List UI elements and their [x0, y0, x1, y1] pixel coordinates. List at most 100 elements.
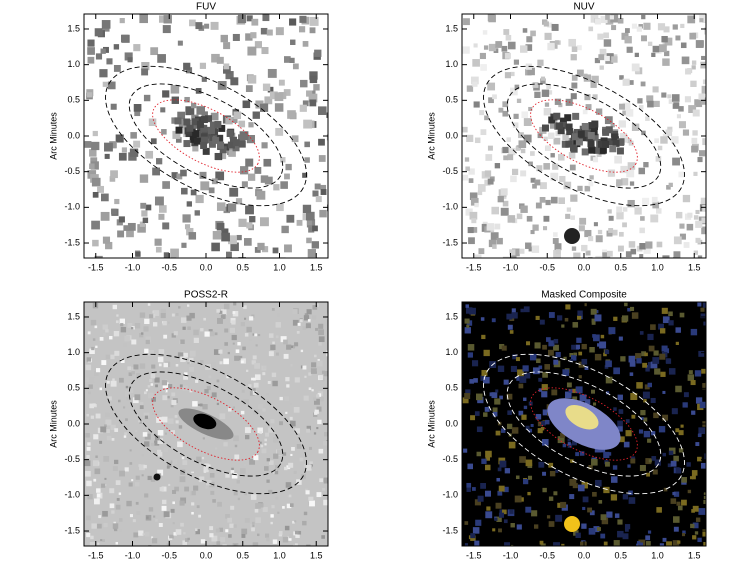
image-pixel [647, 100, 654, 108]
image-pixel [300, 349, 304, 353]
image-pixel [110, 103, 117, 110]
image-pixel [209, 331, 215, 337]
image-pixel [662, 133, 667, 138]
image-pixel [225, 513, 230, 519]
image-pixel [473, 378, 478, 383]
image-pixel [540, 182, 547, 190]
image-pixel [249, 391, 255, 396]
image-pixel [163, 447, 168, 452]
image-pixel [183, 140, 191, 148]
image-pixel [512, 122, 519, 128]
image-pixel [172, 130, 181, 139]
image-pixel [551, 23, 559, 31]
image-pixel [680, 424, 684, 428]
image-pixel [163, 252, 170, 258]
image-pixel [691, 137, 698, 144]
image-pixel [530, 230, 535, 235]
image-pixel [507, 154, 514, 161]
image-pixel [605, 461, 610, 467]
image-pixel [191, 502, 195, 506]
image-pixel [528, 428, 533, 433]
image-pixel [533, 524, 539, 529]
image-pixel [205, 486, 208, 489]
image-pixel [528, 161, 533, 167]
image-pixel [624, 524, 631, 530]
image-pixel [87, 442, 91, 446]
image-pixel [214, 332, 218, 336]
y-tick-label: -1.5 [64, 237, 80, 247]
image-pixel [652, 45, 660, 53]
image-pixel [598, 500, 603, 504]
image-pixel [278, 533, 283, 537]
image-pixel [639, 465, 646, 472]
image-pixel [311, 362, 317, 368]
image-pixel [306, 237, 312, 244]
image-pixel [701, 368, 706, 374]
image-pixel [673, 236, 682, 245]
image-pixel [496, 477, 500, 482]
image-pixel [495, 502, 502, 509]
x-tick-label: -0.5 [161, 262, 177, 272]
y-tick-label: -0.5 [442, 166, 458, 176]
image-pixel [86, 413, 89, 417]
image-pixel [165, 389, 168, 393]
image-pixel [495, 389, 499, 393]
image-pixel [580, 541, 587, 546]
image-pixel [285, 163, 292, 171]
image-pixel [516, 524, 522, 530]
image-pixel [105, 412, 110, 418]
image-pixel [497, 490, 503, 496]
x-tick-label: 1.5 [310, 550, 323, 560]
image-pixel [589, 175, 594, 180]
image-pixel [201, 111, 208, 118]
image-pixel [618, 120, 626, 128]
image-pixel [639, 254, 644, 258]
x-tick-label: -1.0 [503, 550, 519, 560]
image-pixel [627, 162, 636, 170]
image-pixel [554, 98, 562, 105]
image-pixel [237, 342, 241, 346]
image-pixel [232, 144, 240, 152]
image-pixel [539, 540, 544, 545]
image-pixel [246, 15, 253, 22]
image-pixel [163, 15, 172, 24]
image-pixel [466, 482, 472, 488]
x-tick-label: 0.0 [200, 262, 213, 272]
image-pixel [704, 27, 706, 35]
image-pixel [211, 535, 218, 542]
image-pixel [84, 377, 90, 382]
image-pixel [575, 532, 581, 538]
image-pixel [691, 65, 696, 70]
image-pixel [613, 316, 618, 321]
image-pixel [602, 140, 610, 148]
image-pixel [280, 336, 287, 343]
y-tick-label: 1.0 [67, 59, 80, 69]
image-pixel [201, 136, 209, 144]
image-pixel [657, 145, 663, 151]
image-pixel [465, 166, 470, 172]
image-pixel [579, 134, 587, 142]
image-pixel [141, 210, 148, 217]
x-tick-label: -1.0 [125, 550, 141, 560]
image-pixel [484, 406, 490, 412]
image-pixel [168, 321, 171, 324]
image-pixel [230, 470, 235, 474]
image-pixel [276, 312, 281, 317]
image-pixel [691, 410, 696, 415]
image-pixel [318, 106, 327, 115]
image-pixel [692, 535, 697, 540]
image-pixel [161, 416, 168, 423]
image-pixel [132, 397, 139, 404]
image-pixel [541, 384, 548, 391]
image-pixel [200, 539, 206, 544]
image-pixel [510, 71, 515, 77]
image-pixel [88, 391, 92, 395]
image-pixel [502, 256, 511, 258]
image-pixel [658, 426, 666, 433]
image-pixel [545, 199, 551, 206]
image-pixel [242, 346, 246, 351]
image-pixel [139, 312, 146, 318]
image-pixel [523, 405, 528, 410]
image-pixel [316, 427, 319, 430]
image-pixel [552, 238, 559, 244]
